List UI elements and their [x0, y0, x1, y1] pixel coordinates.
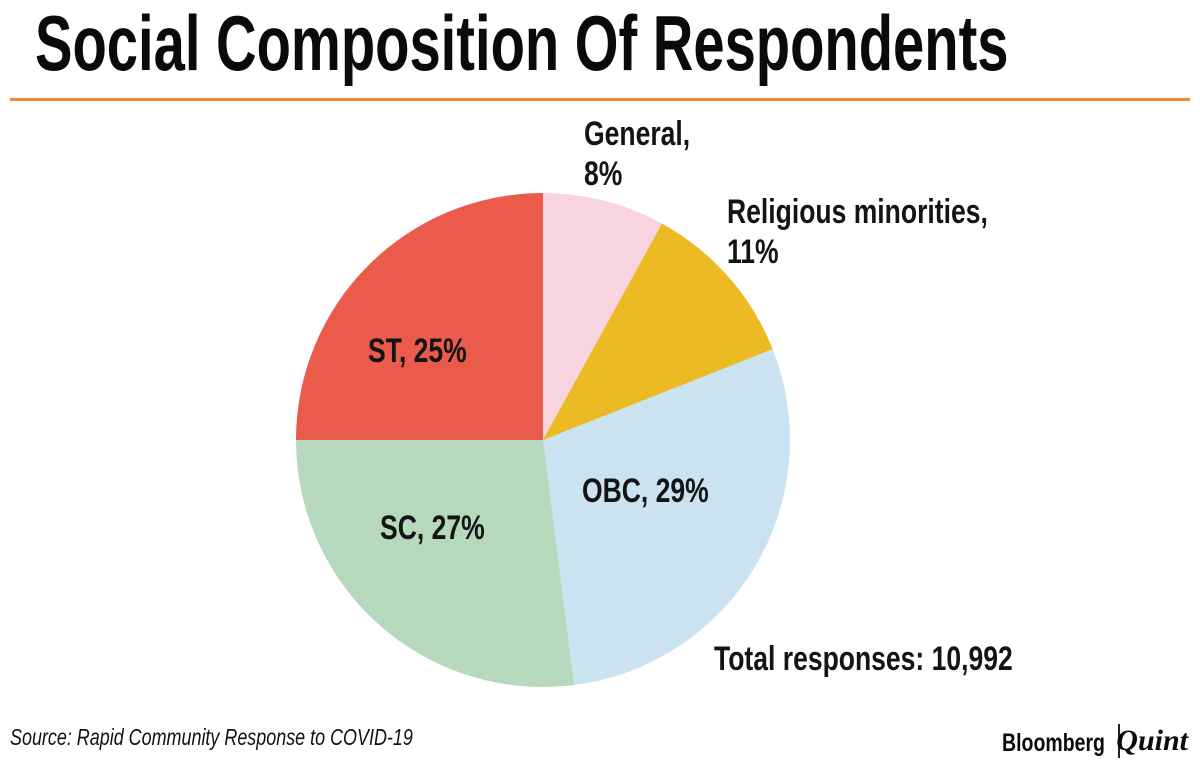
slice-label-general-line2: 8% [584, 155, 623, 193]
brand-quint: Quint [1116, 724, 1188, 757]
brand-bloomberg: Bloomberg [1002, 729, 1105, 757]
brand-divider [1118, 724, 1120, 758]
chart-title: Social Composition Of Respondents [35, 0, 1009, 87]
slice-label-sc: SC, 27% [380, 509, 485, 547]
pie [296, 193, 790, 687]
slice-label-religious-minorities: Religious minorities, 11% [727, 192, 988, 272]
slice-label-minorities-line2: 11% [727, 233, 779, 271]
slice-label-general: General, 8% [584, 114, 690, 194]
total-responses-annotation: Total responses: 10,992 [714, 640, 1013, 678]
slice-label-obc: OBC, 29% [582, 472, 709, 510]
title-accent-rule [10, 98, 1190, 101]
source-note: Source: Rapid Community Response to COVI… [10, 724, 413, 750]
slice-label-st: ST, 25% [368, 332, 467, 370]
slice-label-general-line1: General, [584, 115, 691, 153]
slice-label-minorities-line1: Religious minorities, [727, 193, 988, 231]
